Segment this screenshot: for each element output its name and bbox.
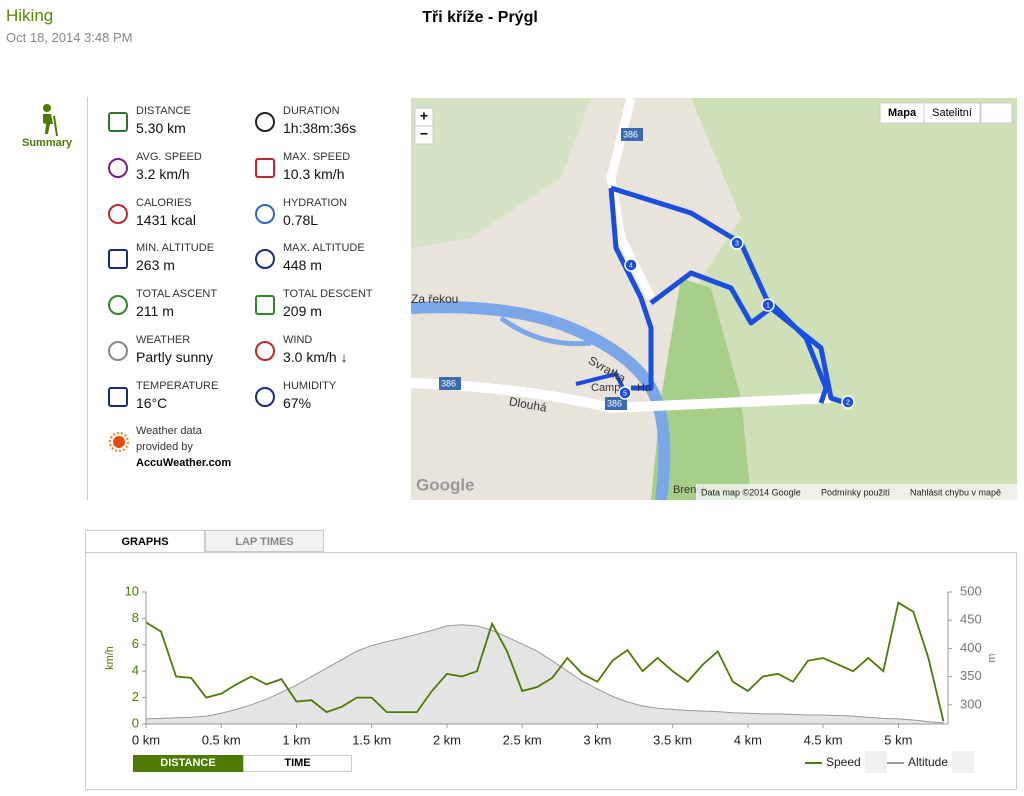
stat-value: 1h:38m:36s	[283, 120, 357, 136]
stat-value: 67%	[283, 394, 312, 411]
weather-note: Weather data	[136, 425, 202, 437]
stat-icon	[255, 157, 275, 178]
map-label: 386	[441, 378, 456, 388]
stat-label: MIN. ALTITUDE	[136, 242, 215, 255]
stat-icon	[255, 203, 275, 224]
divider	[87, 97, 88, 500]
stat-value: 3.0 km/h ↓	[283, 349, 348, 365]
map-logo: Google	[416, 475, 475, 494]
map-footer: Data map ©2014 Google	[701, 487, 801, 497]
route-marker	[624, 258, 638, 272]
map-footer-bg	[696, 484, 1017, 500]
tab[interactable]: GRAPHS	[85, 530, 205, 552]
stat-value: 211 m	[136, 303, 174, 320]
stat-icon	[108, 157, 128, 178]
hiker-icon	[43, 104, 58, 136]
stat-icon	[108, 203, 128, 224]
stat-value: 10.3 km/h	[283, 165, 345, 182]
sun-icon	[109, 432, 129, 452]
weather-provider[interactable]: AccuWeather.com	[136, 457, 232, 469]
stat-value: 3.2 km/h	[136, 165, 190, 182]
stat-value: 0.78L	[283, 211, 319, 228]
stat-label: HYDRATION	[283, 196, 347, 209]
stat-icon	[255, 249, 275, 270]
stat-icon	[108, 112, 128, 132]
stat-icon	[255, 341, 275, 361]
map-label: Ha	[637, 382, 652, 394]
stat-value: 448 m	[283, 257, 322, 274]
stat-label: WIND	[283, 334, 313, 346]
stat-icon	[255, 112, 275, 132]
route-marker	[761, 298, 775, 312]
map-label: 386	[623, 129, 638, 139]
route-marker-label: 1	[766, 302, 770, 309]
stat-value: 1431 kcal	[136, 211, 196, 228]
route-marker-label: 2	[846, 399, 850, 406]
stat-icon	[108, 386, 128, 407]
stat-label: WEATHER	[136, 334, 191, 346]
stat-value: Partly sunny	[136, 349, 214, 365]
stat-value: 5.30 km	[136, 120, 186, 136]
stat-label: CALORIES	[136, 196, 192, 209]
stat-value: 16°C	[136, 394, 168, 411]
summary-tab[interactable]: Summary	[22, 137, 73, 149]
stat-icon	[255, 386, 275, 407]
map-footer[interactable]: Podmínky použití	[821, 487, 891, 497]
map-label: Za řekou	[411, 292, 458, 306]
stat-label: MAX. ALTITUDE	[283, 242, 365, 255]
zoom-in[interactable]: +	[420, 108, 428, 124]
route-marker-label: 5	[623, 390, 627, 397]
toggle[interactable]: TIME	[243, 755, 352, 772]
title: Tři kříže - Prýgl	[422, 9, 538, 26]
stat-label: HUMIDITY	[283, 379, 337, 392]
stat-value: 263 m	[136, 257, 175, 274]
stat-value: 209 m	[283, 303, 322, 320]
road-shield	[439, 377, 461, 390]
map-label: Dlouhá	[508, 394, 548, 414]
tab[interactable]: LAP TIMES	[205, 530, 324, 552]
date: Oct 18, 2014 3:48 PM	[6, 30, 133, 45]
route-marker	[618, 386, 632, 400]
map-label: Camp	[591, 382, 620, 394]
stat-icon	[108, 341, 128, 361]
activity: Hiking	[6, 6, 54, 25]
route-marker	[730, 236, 744, 250]
map-type[interactable]: Mapa	[888, 107, 917, 119]
toggle[interactable]: DISTANCE	[133, 755, 243, 772]
stat-label: DURATION	[283, 105, 340, 117]
road-shield	[621, 128, 643, 141]
stat-label: TOTAL ASCENT	[136, 288, 218, 301]
route-marker-label: 4	[629, 262, 633, 269]
weather-note: provided by	[136, 441, 193, 453]
route-marker-label: 3	[735, 240, 739, 247]
route-marker	[841, 395, 855, 409]
graph-panel	[85, 552, 1017, 790]
road-shield	[605, 397, 627, 410]
stat-label: TOTAL DESCENT	[283, 288, 373, 301]
zoom-out[interactable]: −	[420, 126, 428, 142]
stat-icon	[108, 295, 128, 316]
map-footer[interactable]: Nahlásit chybu v mapě	[910, 487, 1001, 497]
stat-icon	[255, 295, 275, 316]
stat-label: TEMPERATURE	[136, 379, 219, 392]
map-type[interactable]: Satelitní	[932, 107, 972, 119]
stat-label: MAX. SPEED	[283, 150, 351, 163]
stat-label: AVG. SPEED	[136, 150, 202, 163]
stat-label: DISTANCE	[136, 105, 191, 117]
map-label: 386	[607, 398, 622, 408]
stat-icon	[108, 249, 128, 270]
